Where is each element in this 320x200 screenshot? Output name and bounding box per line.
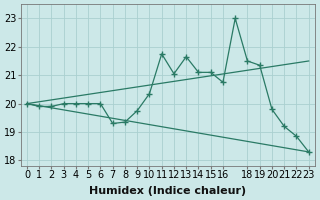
X-axis label: Humidex (Indice chaleur): Humidex (Indice chaleur) <box>89 186 246 196</box>
